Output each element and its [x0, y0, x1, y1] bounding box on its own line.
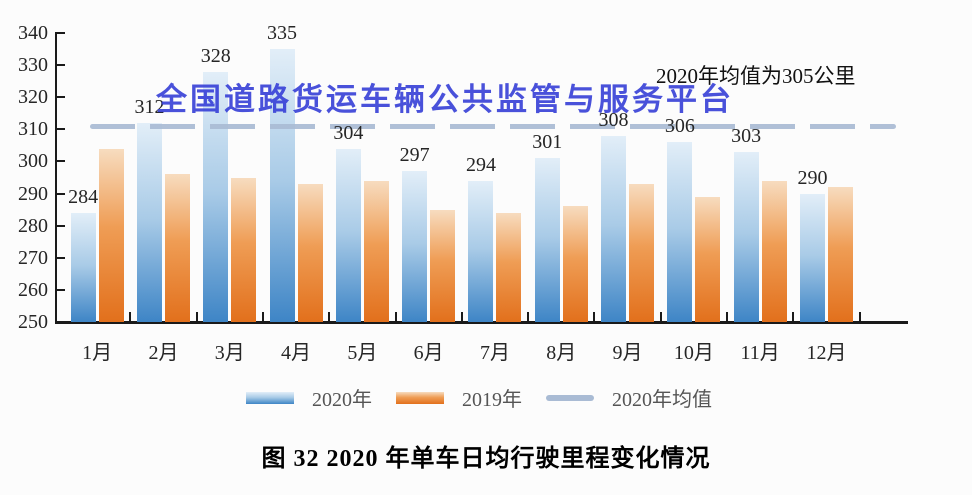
x-axis-label-4月: 4月 [281, 342, 312, 364]
legend-label-2019: 2019年 [462, 389, 522, 411]
bar-2019-7月 [496, 212, 522, 322]
y-axis-tick-label: 320 [18, 86, 48, 109]
bar-2019-9月 [629, 183, 655, 322]
x-axis-tick [792, 312, 795, 321]
bar-2020-11月 [733, 151, 759, 322]
bar-2020-4月 [269, 49, 295, 322]
y-axis-tick [57, 321, 65, 323]
x-axis-label-6月: 6月 [413, 342, 444, 364]
bar-2020-5月 [335, 148, 361, 322]
legend-label-2020: 2020年 [312, 389, 372, 411]
x-axis-tick [858, 312, 861, 321]
y-axis-tick [57, 224, 65, 227]
bar-2019-1月 [98, 148, 124, 322]
y-axis-tick [57, 64, 65, 67]
value-label-2020-6月: 297 [399, 144, 430, 167]
x-axis-tick [394, 312, 397, 321]
bar-2020-8月 [534, 158, 560, 322]
y-axis-tick-label: 280 [18, 214, 48, 237]
y-axis-tick-label: 250 [18, 311, 48, 333]
x-axis-tick [659, 312, 662, 321]
x-axis-line [55, 321, 908, 324]
x-axis-tick [328, 312, 331, 321]
bar-2019-8月 [562, 206, 588, 322]
watermark-text: 全国道路货运车辆公共监管与服务平台 [156, 82, 734, 117]
value-label-2020-3月: 328 [200, 44, 231, 67]
value-label-2020-5月: 304 [333, 121, 364, 144]
bar-2019-4月 [297, 183, 323, 322]
y-axis-tick [57, 160, 65, 163]
x-axis-label-8月: 8月 [546, 342, 577, 364]
y-axis-tick [57, 256, 65, 259]
legend: 2020年 2019年 2020年均值 [0, 383, 972, 412]
value-label-2020-11月: 303 [731, 124, 762, 147]
y-axis-tick-label: 330 [18, 54, 48, 77]
x-axis-label-1月: 1月 [82, 342, 113, 364]
value-label-2020-1月: 284 [68, 185, 99, 208]
average-dashed-line [90, 123, 896, 129]
x-axis-label-2月: 2月 [148, 342, 179, 364]
bar-2020-3月 [203, 71, 229, 322]
x-axis-tick [460, 312, 463, 321]
bar-2020-10月 [667, 142, 693, 322]
bar-2019-12月 [827, 187, 853, 322]
x-axis-label-12月: 12月 [806, 342, 847, 364]
bar-2019-10月 [695, 196, 721, 322]
bar-2020-1月 [70, 212, 96, 322]
y-axis-tick-label: 270 [18, 246, 48, 269]
bar-2019-11月 [761, 180, 787, 322]
legend-swatch-2020-icon [246, 391, 294, 404]
y-axis-tick-label: 290 [18, 182, 48, 205]
value-label-2020-12月: 290 [797, 166, 828, 189]
value-label-2020-7月: 294 [465, 153, 496, 176]
x-axis-label-9月: 9月 [612, 342, 643, 364]
average-annotation: 2020年均值为305公里 [656, 64, 856, 88]
bar-2020-9月 [601, 135, 627, 322]
y-axis-tick [57, 128, 65, 131]
x-axis-label-11月: 11月 [740, 342, 780, 364]
x-axis-label-3月: 3月 [214, 342, 245, 364]
y-axis-tick [57, 32, 65, 34]
x-axis-label-10月: 10月 [673, 342, 714, 364]
value-label-2020-9月: 308 [598, 108, 629, 131]
y-axis-tick [57, 288, 65, 291]
y-axis-tick-label: 340 [18, 22, 48, 44]
value-label-2020-10月: 306 [664, 115, 695, 138]
bar-2019-5月 [363, 180, 389, 322]
legend-swatch-average-line-icon [546, 394, 594, 401]
bar-2020-6月 [402, 171, 428, 322]
figure-caption: 图 32 2020 年单车日均行驶里程变化情况 [261, 446, 711, 472]
legend-label-average: 2020年均值 [612, 389, 712, 411]
y-axis-tick [57, 96, 65, 99]
x-axis-label-5月: 5月 [347, 342, 378, 364]
x-axis-tick [726, 312, 728, 321]
x-axis-tick [195, 312, 198, 321]
value-label-2020-8月: 301 [532, 131, 563, 154]
x-axis-label-7月: 7月 [479, 342, 510, 364]
bar-2020-12月 [799, 193, 825, 322]
legend-swatch-2019-icon [396, 391, 444, 404]
value-label-2020-4月: 335 [267, 22, 298, 45]
x-axis-tick [593, 312, 596, 321]
y-axis-tick-label: 300 [18, 150, 48, 173]
x-axis-tick [261, 312, 264, 321]
x-axis-tick [129, 312, 132, 321]
x-axis-tick [527, 312, 530, 321]
bar-2020-7月 [468, 180, 494, 322]
y-axis-tick-label: 260 [18, 278, 48, 301]
bar-2019-2月 [164, 174, 190, 322]
value-label-2020-2月: 312 [134, 95, 165, 118]
bar-2019-3月 [231, 177, 257, 322]
bar-2019-6月 [430, 209, 456, 322]
y-axis-tick [57, 192, 65, 195]
bar-2020-2月 [136, 122, 162, 322]
y-axis-line [55, 32, 57, 324]
y-axis-tick-label: 310 [18, 118, 48, 141]
